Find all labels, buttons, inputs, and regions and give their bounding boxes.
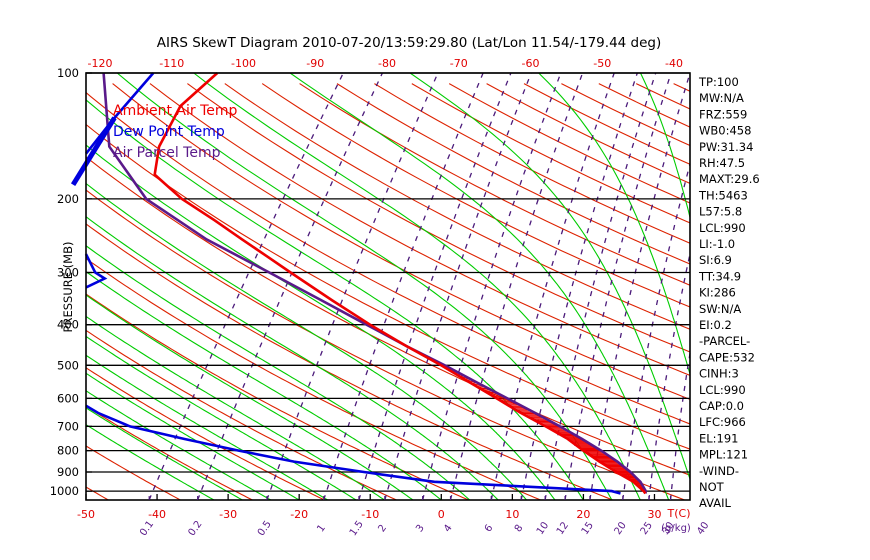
- bottom-axis-tick-label: -30: [219, 508, 237, 521]
- mixing-ratio-lines: [148, 72, 691, 501]
- top-axis-tick-label: -40: [665, 57, 683, 70]
- index-item: SI:6.9: [699, 253, 732, 267]
- index-item: LFC:966: [699, 415, 746, 429]
- top-axis-tick-label: -70: [450, 57, 468, 70]
- index-item: EI:0.2: [699, 318, 732, 332]
- bottom-axis-tick-label: -20: [290, 508, 308, 521]
- index-item: LCL:990: [699, 221, 746, 235]
- top-axis-tick-label: -110: [159, 57, 184, 70]
- x-axis-label: T(C): [667, 507, 691, 520]
- mixing-ratio-tick-label: 1: [315, 523, 328, 535]
- pressure-tick-label: 400: [57, 318, 79, 332]
- pressure-tick-label: 500: [57, 358, 79, 372]
- bottom-axis-tick-label: 10: [505, 508, 519, 521]
- pressure-tick-label: 1000: [50, 484, 79, 498]
- moist-adiabat-lines: [85, 72, 691, 501]
- index-item: L57:5.8: [699, 205, 742, 219]
- pressure-tick-label: 300: [57, 266, 79, 280]
- ambient-air-temp-curve: [153, 72, 647, 495]
- indices-panel: TP:100 MW:N/A FRZ:559 WB0:458 PW:31.34 RH:47.…: [698, 75, 760, 510]
- bottom-axis-tick-label: 0: [438, 508, 445, 521]
- index-item: -PARCEL-: [699, 334, 750, 348]
- index-item: EL:191: [699, 431, 739, 445]
- index-item: LI:-1.0: [699, 237, 735, 251]
- mixing-ratio-tick-label: 4: [442, 523, 455, 535]
- index-item: -WIND-: [699, 464, 739, 478]
- index-item: LCL:990: [699, 383, 746, 397]
- pressure-tick-label: 200: [57, 192, 79, 206]
- index-item: TT:34.9: [698, 269, 741, 283]
- legend-label-parcel: Air Parcel Temp: [113, 145, 221, 161]
- index-item: SW:N/A: [699, 302, 741, 316]
- chart-title: AIRS SkewT Diagram 2010-07-20/13:59:29.8…: [157, 35, 662, 51]
- top-axis-tick-label: -120: [88, 57, 113, 70]
- mixing-ratio-tick-label: 3: [414, 523, 427, 535]
- bottom-axis-tick-label: 30: [647, 508, 661, 521]
- pressure-tick-label: 900: [57, 465, 79, 479]
- bottom-axis-tick-label: -50: [77, 508, 95, 521]
- index-item: NOT: [699, 480, 725, 494]
- bottom-axis-tick-label: 20: [576, 508, 590, 521]
- index-item: KI:286: [699, 286, 736, 300]
- mixing-ratio-tick-label: 2: [376, 523, 389, 535]
- index-item: MAXT:29.6: [699, 172, 760, 186]
- index-item: MW:N/A: [699, 91, 744, 105]
- pressure-tick-label: 600: [57, 391, 79, 405]
- bottom-axis-tick-label: -10: [361, 508, 379, 521]
- index-item: CINH:3: [699, 367, 739, 381]
- bottom-axis-tick-label: -40: [148, 508, 166, 521]
- top-axis-labels: -120 -110 -100 -90 -80 -70 -60 -50 -40: [88, 57, 683, 70]
- index-item: MPL:121: [699, 448, 748, 462]
- bottom-axis-temp-labels: -50 -40 -30 -20 -10 0 10 20 30: [77, 508, 661, 521]
- air-parcel-temp-curve: [102, 72, 648, 494]
- legend-label-ambient: Ambient Air Temp: [113, 103, 238, 119]
- mixing-ratio-tick-label: 8: [513, 523, 526, 535]
- pressure-tick-label: 100: [57, 66, 79, 80]
- axis-ticks: [85, 72, 672, 500]
- dew-point-thick-segment: [70, 116, 117, 187]
- index-item: AVAIL: [699, 496, 732, 510]
- index-item: PW:31.34: [699, 140, 753, 154]
- legend: Ambient Air Temp Dew Point Temp Air Parcel…: [113, 103, 238, 161]
- top-axis-tick-label: -50: [593, 57, 611, 70]
- index-item: CAPE:532: [699, 350, 755, 364]
- pressure-tick-label: 800: [57, 444, 79, 458]
- index-item: TH:5463: [698, 188, 748, 202]
- legend-label-dewpoint: Dew Point Temp: [113, 124, 225, 140]
- pressure-axis-labels: 100 200 300 400 500 600 700 800 900 1000: [50, 66, 79, 498]
- mixing-ratio-tick-label: 6: [483, 523, 496, 535]
- index-item: RH:47.5: [699, 156, 745, 170]
- plot-frame: [85, 72, 691, 501]
- mixing-ratio-axis-label: (g/kg): [661, 523, 691, 534]
- top-axis-tick-label: -90: [306, 57, 324, 70]
- index-item: FRZ:559: [699, 107, 747, 121]
- index-item: TP:100: [698, 75, 739, 89]
- index-item: CAP:0.0: [699, 399, 744, 413]
- top-axis-tick-label: -60: [522, 57, 540, 70]
- pressure-tick-label: 700: [57, 419, 79, 433]
- top-axis-tick-label: -100: [231, 57, 256, 70]
- top-axis-tick-label: -80: [378, 57, 396, 70]
- index-item: WB0:458: [699, 124, 751, 138]
- y-axis-label: PRESSURE (MB): [61, 242, 75, 333]
